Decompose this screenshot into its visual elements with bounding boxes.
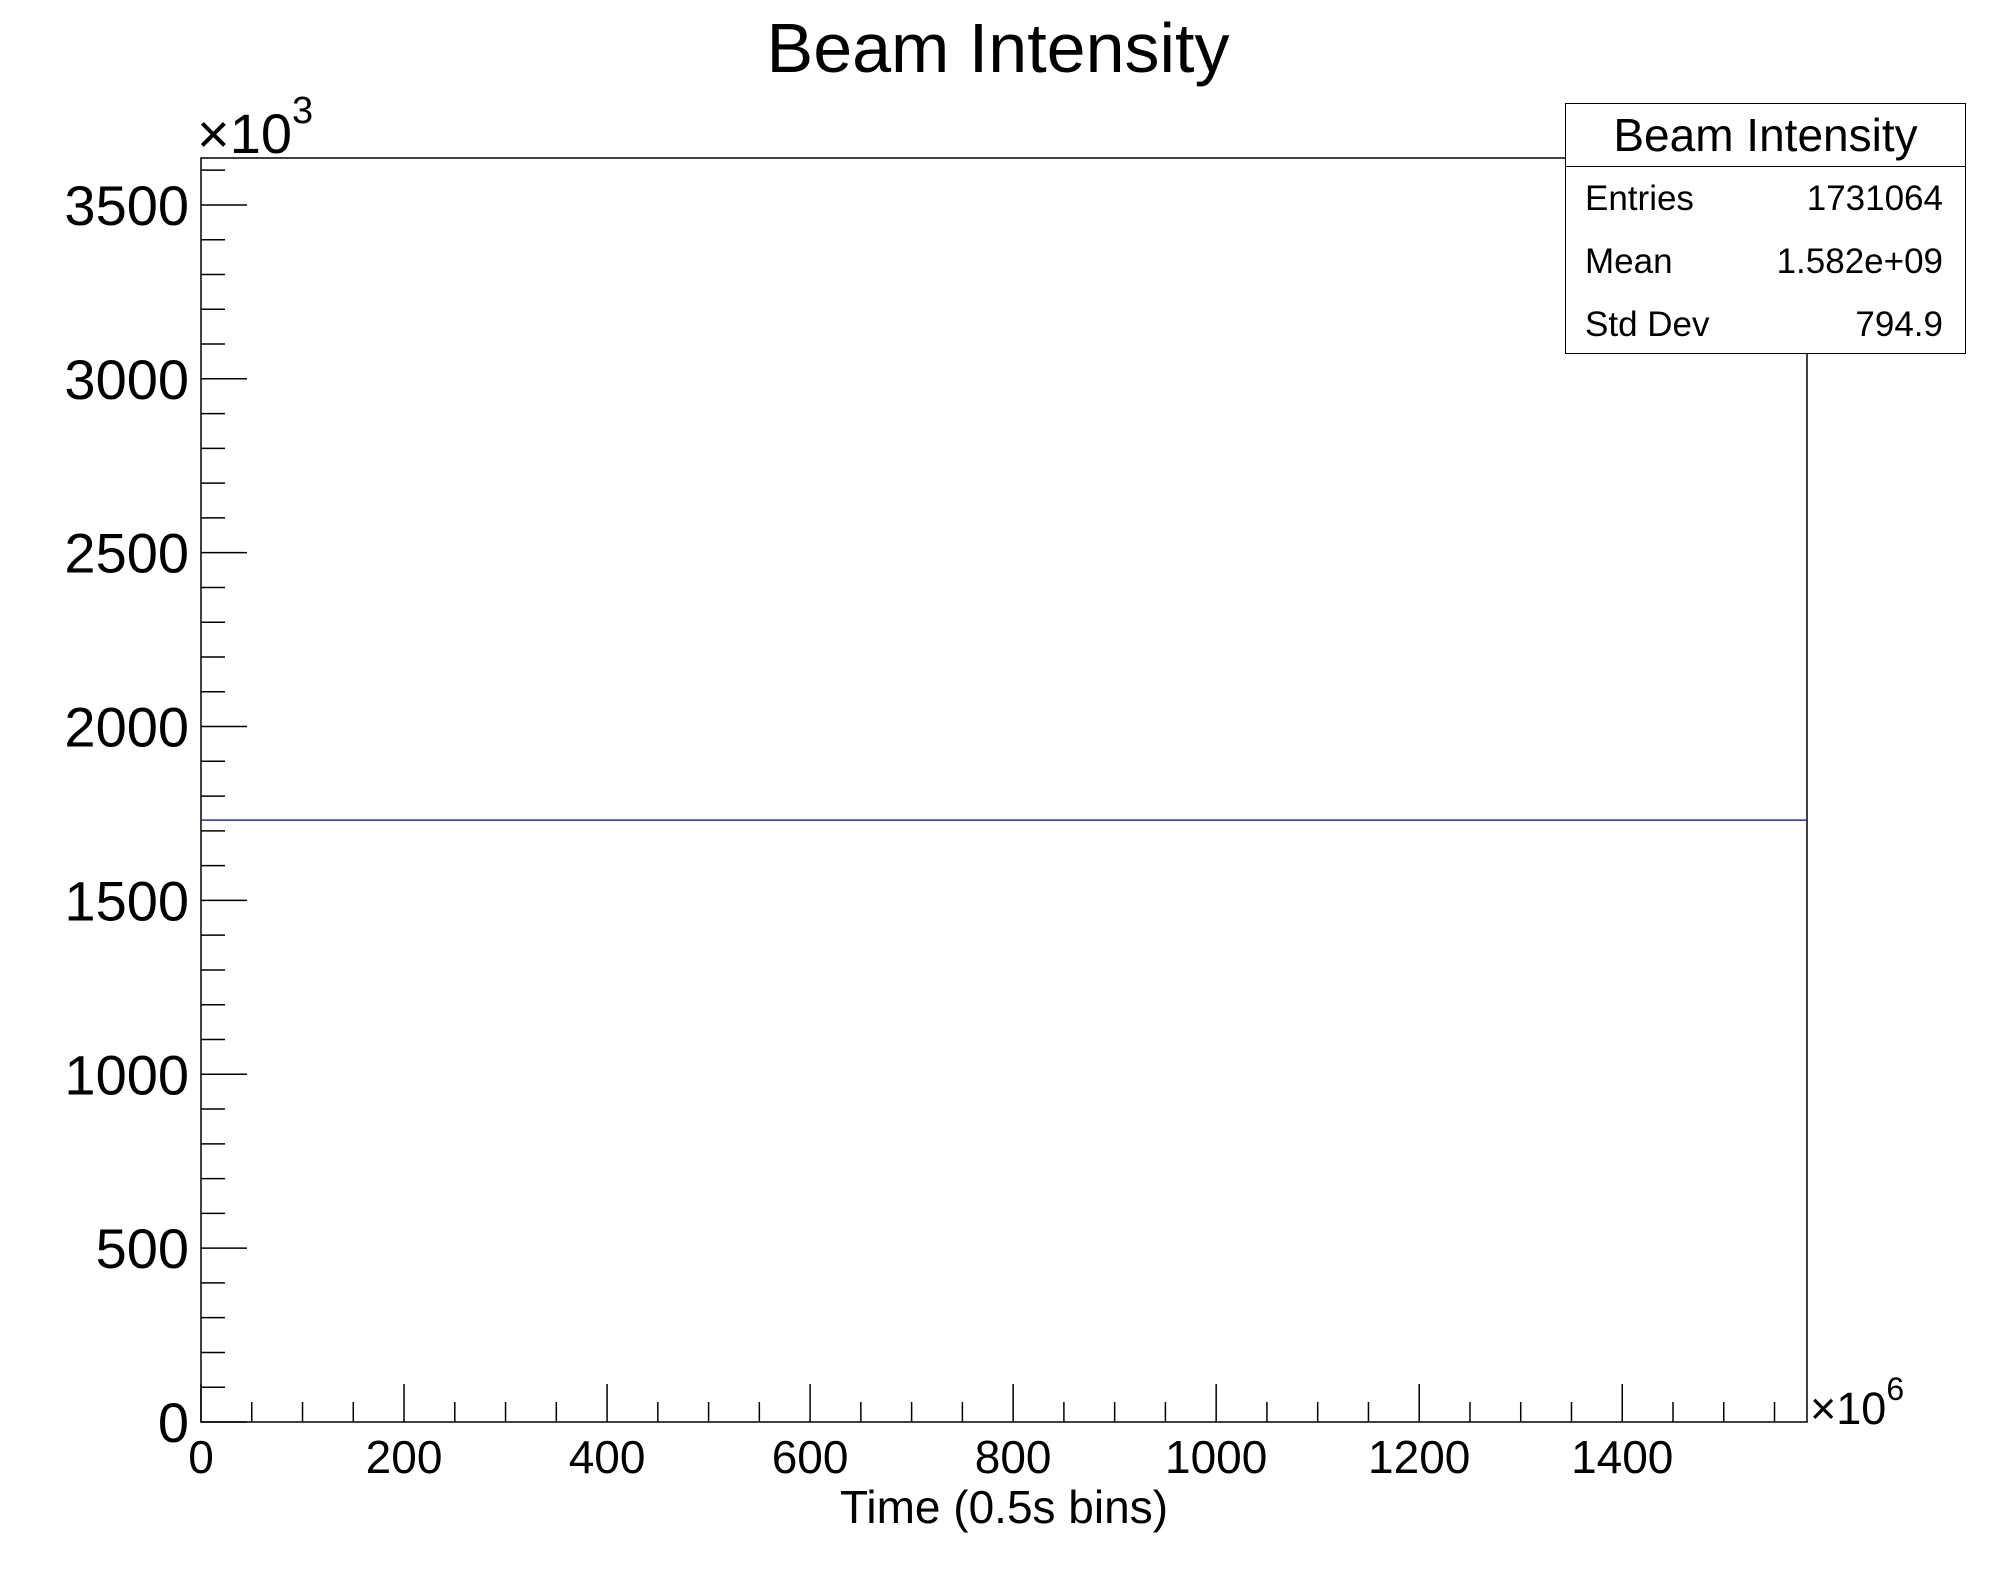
x-tick-label: 600 bbox=[772, 1431, 849, 1483]
stats-box: Beam Intensity Entries 1731064 Mean 1.58… bbox=[1565, 103, 1966, 354]
stats-label: Mean bbox=[1585, 242, 1673, 281]
y-tick-label: 2000 bbox=[64, 696, 189, 759]
stats-row-mean: Mean 1.582e+09 bbox=[1566, 230, 1965, 293]
x-tick-label: 200 bbox=[366, 1431, 443, 1483]
y-tick-label: 3500 bbox=[64, 174, 189, 237]
stats-row-std-dev: Std Dev 794.9 bbox=[1566, 293, 1965, 356]
x-tick-label: 1200 bbox=[1368, 1431, 1470, 1483]
y-tick-label: 500 bbox=[96, 1217, 189, 1280]
stats-value: 794.9 bbox=[1855, 305, 1943, 344]
x-tick-label: 1000 bbox=[1165, 1431, 1267, 1483]
stats-value: 1.582e+09 bbox=[1776, 242, 1943, 281]
y-tick-label: 3000 bbox=[64, 348, 189, 411]
x-axis-multiplier: ×106 bbox=[1810, 1371, 1904, 1434]
y-tick-label: 2500 bbox=[64, 522, 189, 585]
y-tick-label: 0 bbox=[158, 1391, 189, 1454]
chart-title: Beam Intensity bbox=[767, 9, 1230, 87]
y-axis-multiplier: ×103 bbox=[197, 90, 313, 165]
stats-label: Entries bbox=[1585, 179, 1694, 218]
stats-label: Std Dev bbox=[1585, 305, 1710, 344]
stats-value: 1731064 bbox=[1806, 179, 1943, 218]
x-tick-label: 800 bbox=[975, 1431, 1052, 1483]
y-axis-ticks: 0 500 1000 1500 2000 2500 3000 3500 bbox=[64, 169, 247, 1454]
x-tick-label: 400 bbox=[569, 1431, 646, 1483]
x-axis-label: Time (0.5s bins) bbox=[840, 1481, 1168, 1533]
x-tick-label: 0 bbox=[188, 1431, 214, 1483]
y-tick-label: 1500 bbox=[64, 869, 189, 932]
x-tick-label: 1400 bbox=[1571, 1431, 1673, 1483]
stats-row-entries: Entries 1731064 bbox=[1566, 167, 1965, 230]
stats-title: Beam Intensity bbox=[1566, 104, 1965, 167]
plot-frame bbox=[200, 157, 1808, 1423]
x-axis-ticks: 0 200 400 600 800 1000 1200 1400 bbox=[188, 1384, 1776, 1483]
y-tick-label: 1000 bbox=[64, 1043, 189, 1106]
